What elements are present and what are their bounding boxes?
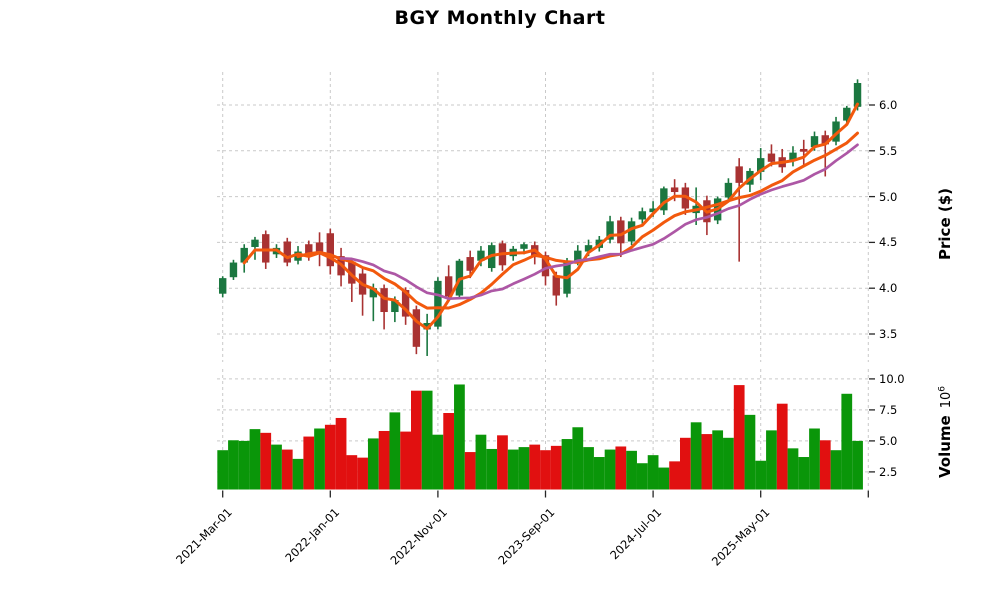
- price-axis-label-text: Price ($): [936, 188, 954, 260]
- chart-title: BGY Monthly Chart: [394, 7, 606, 29]
- price-tick-label: 3.5: [879, 327, 898, 341]
- axis-tick-marks: [222, 104, 875, 498]
- volume-tick-label: 5.0: [879, 433, 898, 448]
- volume-tick-label: 2.5: [879, 464, 898, 479]
- price-tick-label: 4.5: [879, 235, 898, 250]
- volume-axis-unit: 106: [937, 386, 954, 409]
- price-axis-label: Price ($): [936, 188, 954, 260]
- volume-axis-label: Volume 106: [936, 386, 954, 478]
- candlesticks: [219, 79, 862, 356]
- volume-tick-label: 7.5: [879, 402, 898, 417]
- price-tick-label: 6.0: [879, 98, 898, 112]
- price-tick-label: 5.0: [879, 189, 898, 204]
- price-tick-label: 4.0: [879, 281, 898, 296]
- volume-axis-label-text: Volume: [936, 415, 954, 478]
- price-tick-label: 5.5: [879, 143, 898, 158]
- moving-average-lines: [242, 102, 859, 331]
- gridlines: [217, 72, 869, 490]
- volume-bars: [217, 384, 863, 490]
- volume-tick-label: 10.0: [879, 371, 905, 386]
